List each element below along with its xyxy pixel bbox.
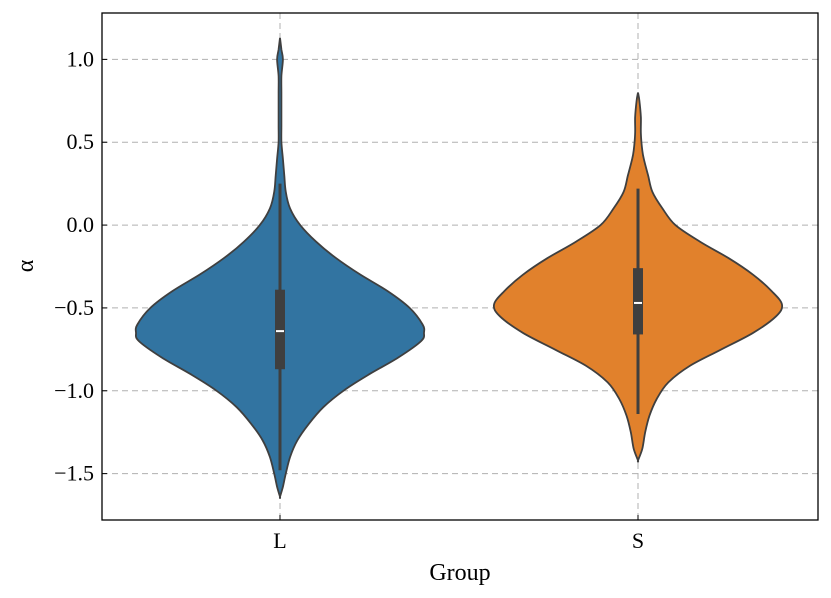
y-tick-label: −0.5 [54,295,94,320]
y-tick-label: 0.5 [67,129,95,154]
x-tick-label-l: L [273,528,286,553]
iqr-box-l [275,289,285,370]
y-tick-label: 1.0 [67,46,95,71]
x-tick-label-s: S [632,528,644,553]
plot-frame [101,12,819,521]
violins [134,37,784,499]
y-tick-label: −1.5 [54,461,94,486]
iqr-box-s [633,268,643,335]
axis-ticks: 1.0 0.5 0.0 −0.5 −1.0 −1.5 L S [54,46,644,553]
x-axis-label: Group [429,560,490,586]
y-tick-label: 0.0 [67,212,95,237]
y-axis-label: α [13,259,39,272]
y-tick-label: −1.0 [54,378,94,403]
